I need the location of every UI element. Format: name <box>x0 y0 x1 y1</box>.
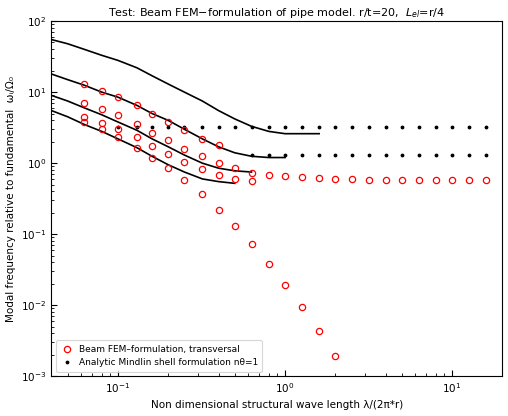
Y-axis label: Modal frequency relative to fundamental  ωᵢ/Ω₀: Modal frequency relative to fundamental … <box>6 76 16 322</box>
Analytic Mindlin shell formulation nθ=1 <box>449 125 455 130</box>
Analytic Mindlin shell formulation nθ=1 <box>215 125 221 130</box>
Beam FEM–formulation, transversal <box>199 136 205 141</box>
Analytic Mindlin shell formulation nθ=1 <box>282 125 288 130</box>
Analytic Mindlin shell formulation nθ=1 <box>134 125 140 130</box>
Analytic Mindlin shell formulation nθ=1 <box>248 125 255 130</box>
Analytic Mindlin shell formulation nθ=1 <box>299 125 305 130</box>
Analytic Mindlin shell formulation nθ=1 <box>115 125 121 130</box>
Analytic Mindlin shell formulation nθ=1 <box>348 125 355 130</box>
Analytic Mindlin shell formulation nθ=1 <box>366 125 372 130</box>
Beam FEM–formulation, transversal <box>99 88 105 93</box>
Line: Beam FEM–formulation, transversal: Beam FEM–formulation, transversal <box>81 81 221 148</box>
Analytic Mindlin shell formulation nθ=1 <box>266 125 272 130</box>
Beam FEM–formulation, transversal <box>149 111 155 116</box>
Analytic Mindlin shell formulation nθ=1 <box>181 125 187 130</box>
Analytic Mindlin shell formulation nθ=1 <box>332 125 338 130</box>
Analytic Mindlin shell formulation nθ=1 <box>399 125 405 130</box>
Legend: Beam FEM–formulation, transversal, Analytic Mindlin shell formulation nθ=1: Beam FEM–formulation, transversal, Analy… <box>56 340 262 372</box>
Analytic Mindlin shell formulation nθ=1 <box>483 125 489 130</box>
Analytic Mindlin shell formulation nθ=1 <box>383 125 389 130</box>
Beam FEM–formulation, transversal <box>181 128 187 133</box>
X-axis label: Non dimensional structural wave length λ/(2π*r): Non dimensional structural wave length λ… <box>151 401 403 411</box>
Title: Test: Beam FEM$-$formulation of pipe model. r/t=20,  $L_{el}$=r/4: Test: Beam FEM$-$formulation of pipe mod… <box>109 5 446 20</box>
Beam FEM–formulation, transversal <box>165 119 171 124</box>
Analytic Mindlin shell formulation nθ=1 <box>232 125 238 130</box>
Beam FEM–formulation, transversal <box>115 95 121 100</box>
Analytic Mindlin shell formulation nθ=1 <box>165 125 171 130</box>
Beam FEM–formulation, transversal <box>81 82 87 87</box>
Beam FEM–formulation, transversal <box>134 103 140 108</box>
Analytic Mindlin shell formulation nθ=1 <box>199 125 205 130</box>
Analytic Mindlin shell formulation nθ=1 <box>316 125 322 130</box>
Analytic Mindlin shell formulation nθ=1 <box>466 125 472 130</box>
Beam FEM–formulation, transversal <box>215 143 221 148</box>
Line: Analytic Mindlin shell formulation nθ=1: Analytic Mindlin shell formulation nθ=1 <box>115 125 489 130</box>
Analytic Mindlin shell formulation nθ=1 <box>416 125 422 130</box>
Analytic Mindlin shell formulation nθ=1 <box>149 125 155 130</box>
Analytic Mindlin shell formulation nθ=1 <box>433 125 439 130</box>
